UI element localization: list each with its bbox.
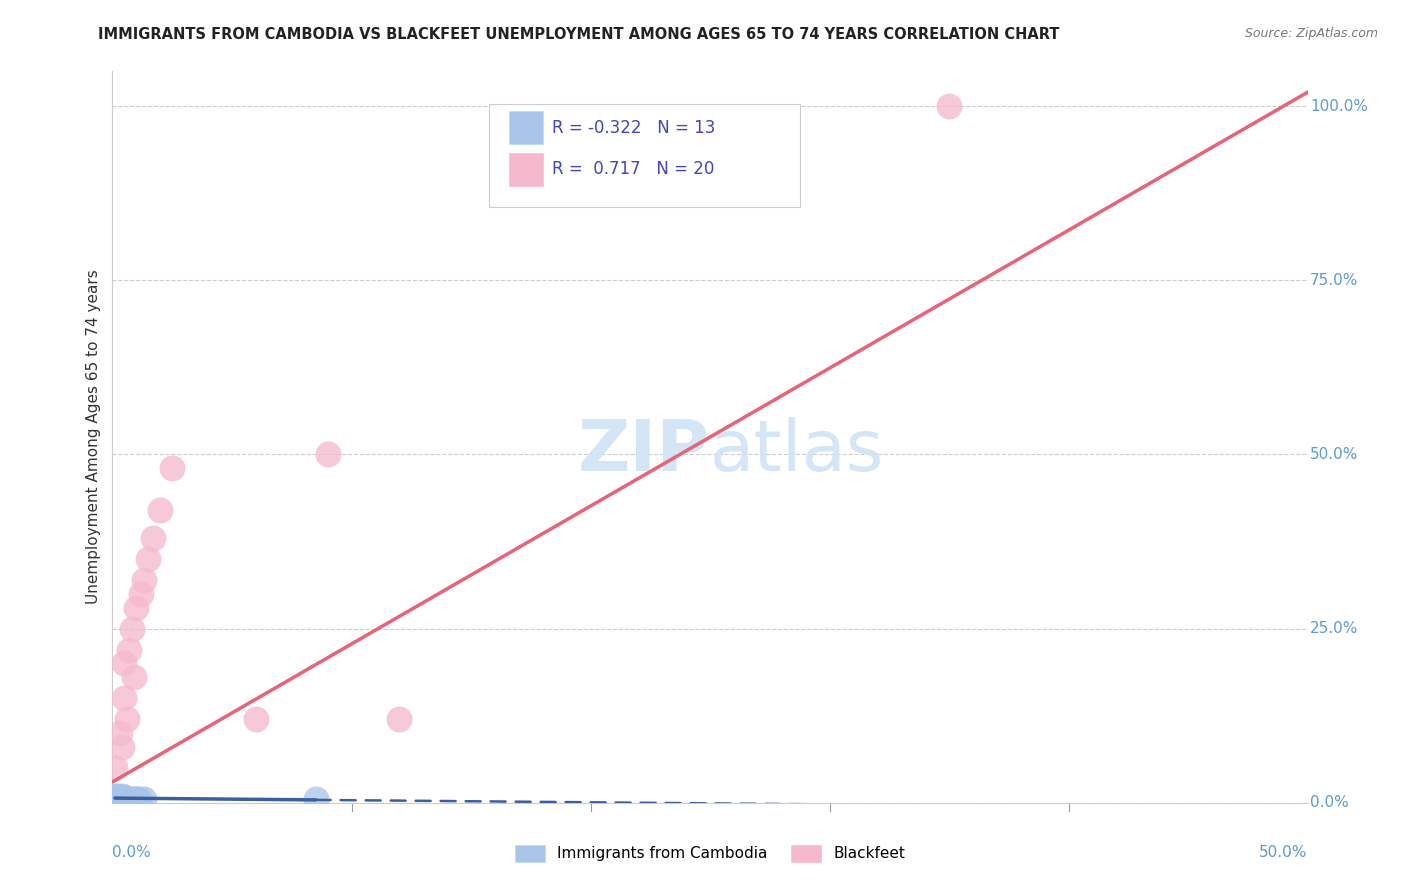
Text: Source: ZipAtlas.com: Source: ZipAtlas.com [1244, 27, 1378, 40]
Point [128, 792, 150, 806]
Point [104, 789, 127, 803]
Text: atlas: atlas [710, 417, 884, 486]
Point [118, 642, 141, 657]
Point [245, 712, 267, 726]
Point [114, 657, 135, 671]
Point [108, 726, 131, 740]
Point [129, 587, 152, 601]
Legend: Immigrants from Cambodia, Blackfeet: Immigrants from Cambodia, Blackfeet [509, 838, 911, 868]
Point [115, 712, 138, 726]
Point [121, 622, 143, 636]
Point [114, 691, 135, 706]
Point [111, 740, 134, 755]
Text: 0.0%: 0.0% [1310, 796, 1348, 810]
Point [125, 792, 148, 806]
Text: 0.0%: 0.0% [112, 845, 152, 860]
Point [162, 461, 183, 475]
Point [122, 792, 145, 806]
Bar [509, 112, 543, 145]
Point [316, 448, 339, 462]
Point [111, 789, 134, 803]
Text: 50.0%: 50.0% [1260, 845, 1308, 860]
Text: 100.0%: 100.0% [1310, 99, 1368, 113]
Point [142, 531, 165, 545]
Text: R = -0.322   N = 13: R = -0.322 N = 13 [553, 119, 716, 136]
Point [125, 600, 148, 615]
Text: 25.0%: 25.0% [1310, 621, 1358, 636]
Text: 50.0%: 50.0% [1310, 447, 1358, 462]
Point [121, 792, 143, 806]
Point [108, 792, 131, 806]
Point [114, 790, 135, 805]
Text: R =  0.717   N = 20: R = 0.717 N = 20 [553, 161, 714, 178]
Point [138, 552, 160, 566]
Point [115, 792, 138, 806]
Text: ZIP: ZIP [578, 417, 710, 486]
Point [132, 792, 155, 806]
Text: IMMIGRANTS FROM CAMBODIA VS BLACKFEET UNEMPLOYMENT AMONG AGES 65 TO 74 YEARS COR: IMMIGRANTS FROM CAMBODIA VS BLACKFEET UN… [98, 27, 1060, 42]
Y-axis label: Unemployment Among Ages 65 to 74 years: Unemployment Among Ages 65 to 74 years [86, 269, 101, 605]
Point [149, 503, 172, 517]
Point [388, 712, 411, 726]
Point [938, 99, 960, 113]
Text: 75.0%: 75.0% [1310, 273, 1358, 288]
FancyBboxPatch shape [489, 104, 800, 207]
Point [132, 573, 155, 587]
Point [118, 792, 141, 806]
Point [105, 789, 128, 803]
Point [305, 792, 328, 806]
Bar [509, 153, 543, 186]
Point [122, 670, 145, 684]
Point [104, 761, 127, 775]
